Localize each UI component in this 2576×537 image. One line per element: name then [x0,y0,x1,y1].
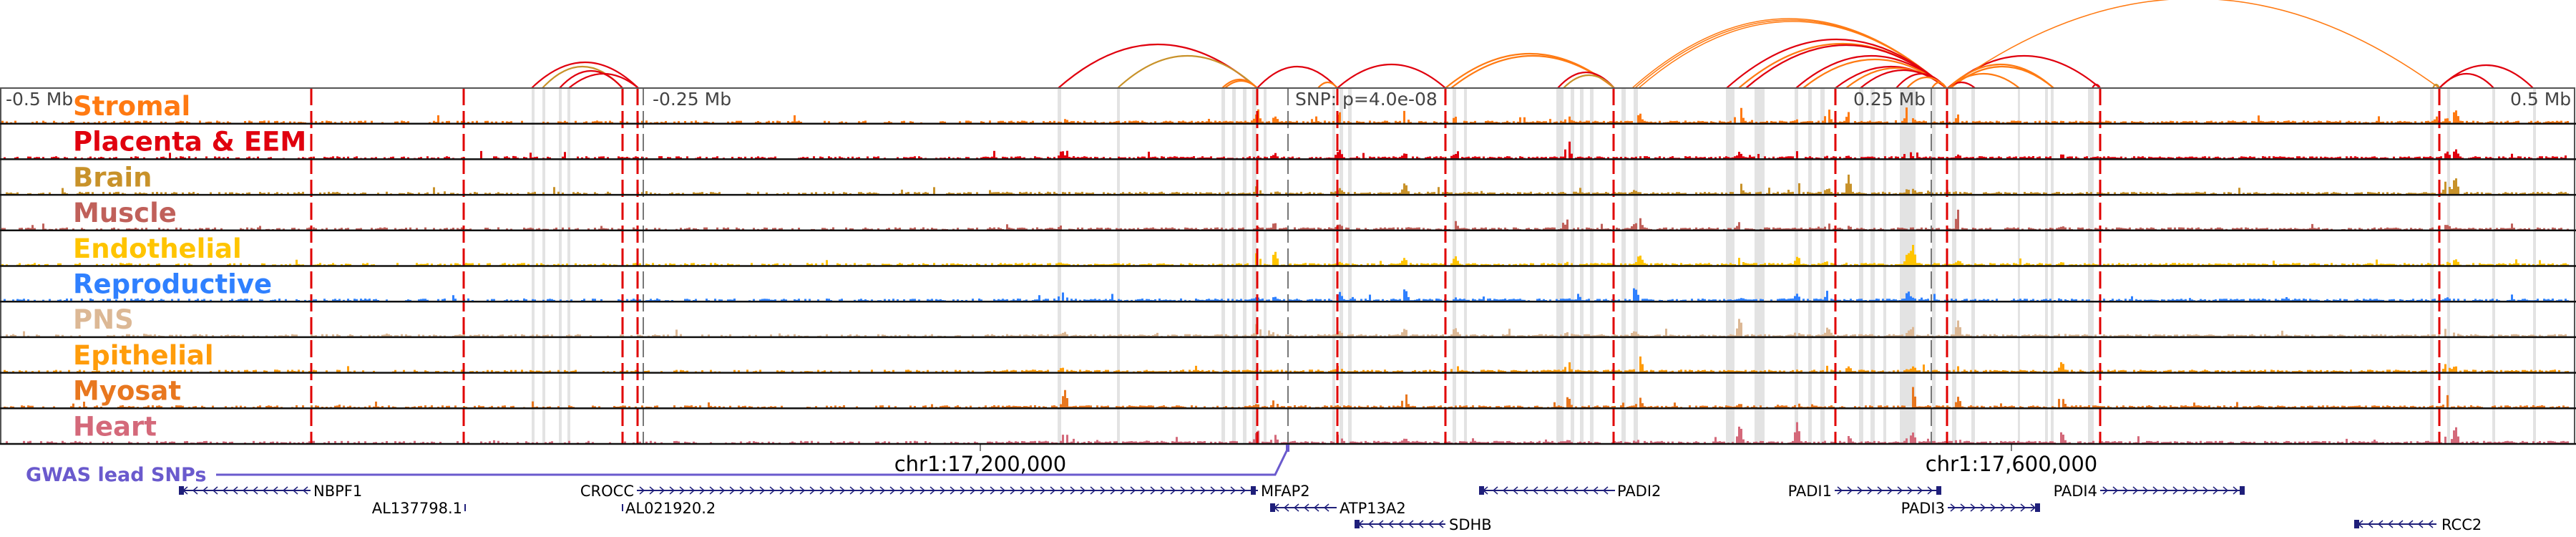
gene-label: ATP13A2 [1340,500,1406,517]
exon [1479,486,1484,495]
track-label: Brain [73,162,152,193]
snp-pvalue-label: SNP: p=4.0e-08 [1295,89,1438,110]
loop-arc [1638,21,1947,89]
gene-label: NBPF1 [313,483,362,500]
loop-arc [1563,74,1615,89]
exon [1936,486,1941,495]
gwas-label: GWAS lead SNPs [26,464,206,486]
loop-arc [1947,0,2440,89]
gene-label: PADI1 [1788,483,1832,500]
loop-arc [1931,81,1947,89]
gene-nbpf1[interactable]: NBPF1 [179,483,362,500]
gene-label: AL021920.2 [625,500,716,517]
gene-rcc2[interactable]: RCC2 [2354,516,2482,533]
track-labels: Stromal Placenta & EEM Brain Muscle Endothel… [73,91,306,442]
axis-tick-label: chr1:17,200,000 [894,452,1067,476]
gene-label: PADI4 [2054,483,2097,500]
signal-muscle [1,209,2569,230]
track-label: PNS [73,304,134,335]
loop-arc [1795,54,1947,89]
gene-label: SDHB [1449,516,1492,533]
track-label: Placenta & EEM [73,127,306,158]
gene-padi1[interactable]: PADI1 [1788,483,1941,500]
gene-label: PADI3 [1901,500,1945,517]
exon [2354,520,2359,528]
loop-arc [568,73,639,89]
gene-label: PADI2 [1617,483,1661,500]
axis-tick-label: chr1:17,600,000 [1926,452,2098,476]
gene-crocc[interactable]: CROCC [580,483,1256,500]
signal-placenta-eem [4,141,2567,159]
offset-label: 0.25 Mb [1853,89,1926,110]
loop-arc [2439,72,2494,89]
exon [1251,486,1256,495]
track-frame [0,87,2576,445]
offset-labels: -0.5 Mb -0.25 Mb SNP: p=4.0e-08 0.25 Mb … [6,89,2571,110]
loop-arc [2431,83,2441,89]
gene-padi4[interactable]: PADI4 [2054,483,2245,500]
exon [2240,486,2245,495]
strand-arrows [2102,486,2239,495]
loop-arc [559,70,623,89]
exon [1355,520,1360,528]
track-label: Muscle [73,198,177,228]
coordinate-axis: chr1:17,200,000 chr1:17,600,000 [894,444,2098,476]
chromatin-loops [531,0,2534,89]
track-label: Myosat [73,376,181,407]
loop-arc [1317,81,1338,89]
highlight-lines [310,88,2441,444]
strand-arrows [1837,486,1933,495]
loop-arc [531,61,639,89]
signal-tracks [1,107,2569,443]
gene-label: MFAP2 [1261,483,1310,500]
track-label: Epithelial [73,340,214,371]
loop-arc [1337,63,1446,89]
loop-arc [1257,66,1338,89]
loop-arc [1117,54,1258,89]
track-label: Reproductive [73,269,272,300]
signal-myosat [4,387,2569,408]
strand-arrows [639,486,1246,495]
gene-al021920.2[interactable]: AL021920.2 [622,500,716,517]
exon [2035,503,2040,512]
gwas-connector [216,449,1289,476]
signal-stromal [1,107,2569,123]
gwas-snp-marker[interactable] [1286,445,1289,452]
gene-padi3[interactable]: PADI3 [1901,500,2040,517]
exon [1270,503,1275,512]
offset-label: 0.5 Mb [2510,89,2571,110]
gene-padi2[interactable]: PADI2 [1479,483,1661,500]
signal-epithelial [4,356,2569,372]
loop-arc [1224,79,1258,89]
signal-pns [6,319,2567,337]
gene-sdhb[interactable]: SDHB [1355,516,1492,533]
gene-mfap2[interactable]: MFAP2 [1255,483,1310,500]
signal-endothelial [1,245,2569,266]
track-label: Stromal [73,91,190,122]
exon [179,486,184,495]
gene-al137798.1[interactable]: AL137798.1 [372,500,466,517]
offset-label: -0.5 Mb [6,89,73,110]
track-label: Heart [73,411,157,442]
signal-reproductive [4,288,2569,301]
offset-label: -0.25 Mb [653,89,731,110]
gene-label: AL137798.1 [372,500,462,517]
loop-arc [2092,83,2101,89]
gwas-track: GWAS lead SNPs [26,445,1289,486]
gene-label: RCC2 [2441,516,2482,533]
track-label: Endothelial [73,233,242,264]
gene-atp13a2[interactable]: ATP13A2 [1270,500,1406,517]
gene-label: CROCC [580,483,634,500]
